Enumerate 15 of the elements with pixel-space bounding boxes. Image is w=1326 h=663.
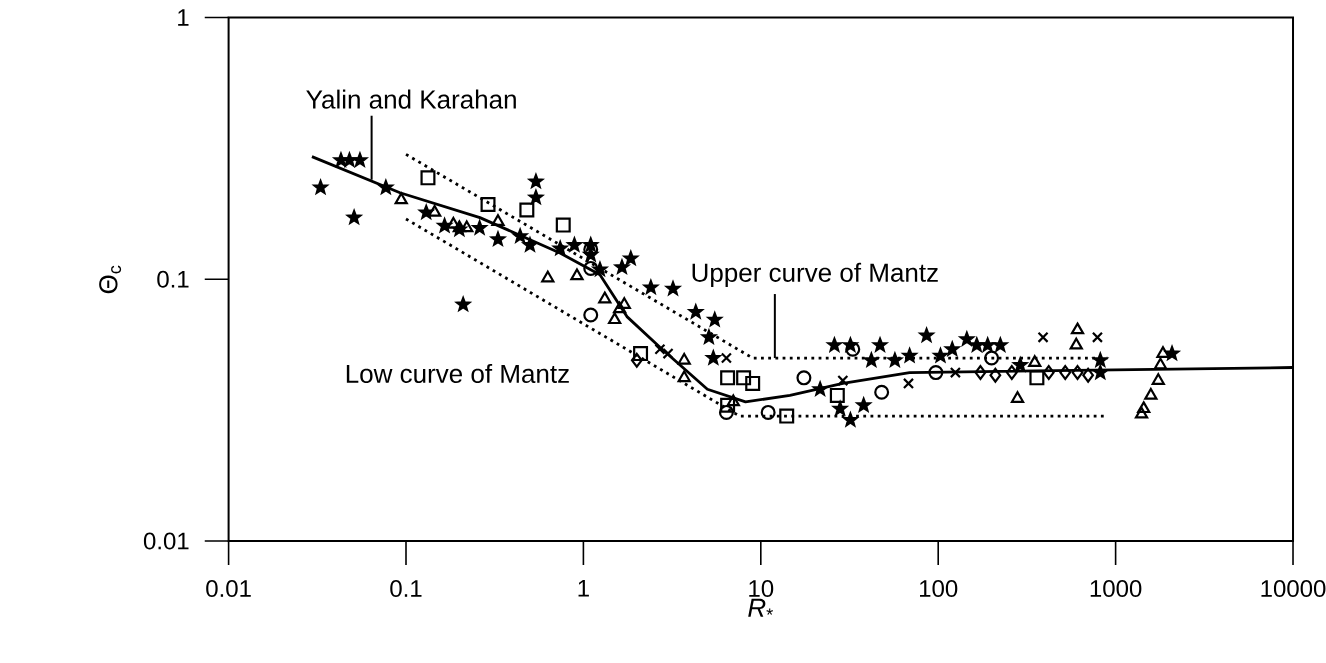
y-tick-label: 0.1 [157, 270, 189, 288]
annotation: Yalin and Karahan [306, 89, 516, 109]
y-tick-label: 0.01 [143, 532, 189, 550]
x-tick-label: 0.1 [390, 580, 422, 598]
annotation: Low curve of Mantz [346, 363, 569, 384]
x-tick-label: 100 [920, 580, 958, 598]
x-tick-label: 0.01 [206, 580, 251, 598]
x-tick-label: 1 [578, 580, 589, 597]
x-axis-title: R$_{*}$ [748, 598, 773, 617]
x-tick-label: 10 [749, 580, 774, 598]
annotation: Upper curve of Mantz [692, 262, 938, 288]
x-tick-label: 10000 [1261, 580, 1326, 598]
x-tick-label: 1000 [1090, 580, 1142, 598]
y-tick-label: 1 [178, 9, 189, 26]
y-axis-title: Θ$_{c}$ [99, 265, 122, 294]
